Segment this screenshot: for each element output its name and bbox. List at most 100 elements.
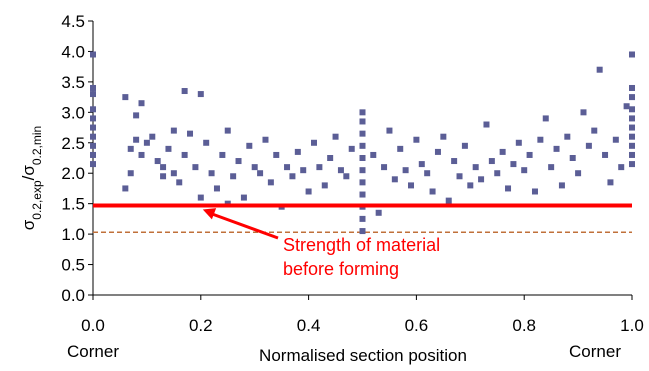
data-point <box>90 142 96 149</box>
data-point <box>402 167 409 174</box>
data-point <box>629 151 635 158</box>
data-point <box>343 173 350 180</box>
data-point <box>558 182 565 189</box>
data-point <box>160 164 167 171</box>
data-point <box>170 170 177 177</box>
data-point <box>122 185 129 192</box>
data-point <box>580 109 587 116</box>
data-point <box>418 161 425 168</box>
y-tick-label: 3.0 <box>61 103 85 122</box>
data-point <box>133 136 140 143</box>
data-point <box>127 170 134 177</box>
data-point <box>257 170 264 177</box>
annotation-arrow-head <box>202 208 217 220</box>
data-point <box>451 158 458 165</box>
data-point <box>629 51 635 58</box>
x-axis-label: Normalised section position <box>259 346 467 365</box>
data-point <box>537 136 544 143</box>
data-point <box>359 130 366 137</box>
y-tick-label: 2.5 <box>61 134 85 153</box>
corner-label-left: Corner <box>67 342 119 361</box>
data-point <box>284 164 291 171</box>
y-tick-label: 1.0 <box>61 225 85 244</box>
data-point <box>526 151 533 158</box>
data-point <box>165 145 172 152</box>
data-point <box>359 118 366 125</box>
data-point <box>224 127 231 134</box>
data-point <box>607 179 614 186</box>
data-point <box>456 173 463 180</box>
corner-label-right: Corner <box>569 342 621 361</box>
y-tick-label: 0.0 <box>61 286 85 305</box>
data-point <box>564 133 571 140</box>
data-point <box>359 215 366 222</box>
data-point <box>397 145 404 152</box>
x-tick-label: 0.4 <box>297 316 321 335</box>
data-point <box>359 167 366 174</box>
data-point <box>585 142 592 149</box>
data-point <box>408 182 415 189</box>
data-point <box>213 185 220 192</box>
data-point <box>629 106 635 113</box>
data-point <box>90 115 96 122</box>
data-point <box>267 179 274 186</box>
data-point <box>143 139 150 146</box>
x-tick-label: 0.2 <box>189 316 213 335</box>
y-axis-label-sigma-2: σ <box>19 165 38 176</box>
data-point <box>461 142 468 149</box>
data-point <box>429 188 436 195</box>
data-point <box>90 106 96 113</box>
data-point <box>192 164 199 171</box>
data-point <box>521 167 528 174</box>
data-point <box>138 100 145 107</box>
y-tick-label: 2.0 <box>61 164 85 183</box>
data-point <box>208 170 215 177</box>
y-axis-label-sub-1: 0.2,exp <box>30 180 44 220</box>
data-point <box>553 145 560 152</box>
data-point <box>203 139 210 146</box>
data-point <box>483 121 490 128</box>
data-point <box>176 179 183 186</box>
data-point <box>122 94 129 101</box>
data-point <box>90 84 96 91</box>
data-point <box>548 164 555 171</box>
data-point <box>629 161 635 168</box>
data-point <box>359 142 366 149</box>
data-point <box>391 176 398 183</box>
data-point <box>629 94 635 101</box>
annotation-arrow-shaft <box>210 212 279 240</box>
data-point <box>575 170 582 177</box>
data-point <box>375 209 382 216</box>
data-point <box>359 179 366 186</box>
data-point <box>370 151 377 158</box>
data-point <box>181 151 188 158</box>
data-point <box>273 151 280 158</box>
data-point <box>440 133 447 140</box>
data-point <box>381 164 388 171</box>
data-point <box>629 84 635 91</box>
data-point <box>494 170 501 177</box>
data-point <box>138 151 145 158</box>
data-point <box>629 124 635 131</box>
data-point <box>289 173 296 180</box>
y-tick-label: 4.5 <box>61 12 85 31</box>
data-point <box>623 103 630 110</box>
data-point <box>197 91 204 98</box>
y-axis-label-sub-2: 0.2,min <box>30 126 44 165</box>
data-point <box>316 164 323 171</box>
data-point <box>629 133 635 140</box>
data-point <box>230 173 237 180</box>
data-point <box>359 109 366 116</box>
data-point <box>629 142 635 149</box>
data-point <box>359 155 366 161</box>
data-point <box>90 124 96 131</box>
y-tick-label: 1.5 <box>61 195 85 214</box>
data-point <box>488 158 495 165</box>
data-point <box>327 155 334 161</box>
data-point <box>127 145 134 152</box>
data-point <box>235 158 242 165</box>
data-point <box>90 161 96 168</box>
x-tick-label: 0.6 <box>405 316 429 335</box>
data-point <box>359 228 366 235</box>
